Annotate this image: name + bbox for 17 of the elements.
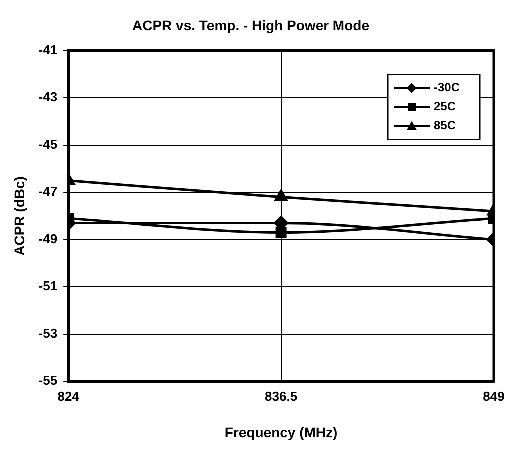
x-tick-label: 824: [58, 388, 80, 404]
y-tick-label: -43: [38, 90, 58, 105]
y-tick-label: -41: [38, 42, 58, 58]
x-tick-label: 849: [483, 388, 505, 404]
y-axis-title: ACPR (dBc): [11, 176, 28, 256]
x-tick-label: 836.5: [265, 388, 298, 404]
legend-label: 25C: [434, 100, 456, 114]
x-axis-title: Frequency (MHz): [224, 424, 338, 440]
y-tick-label: -47: [38, 184, 58, 200]
y-tick-label: -55: [38, 373, 58, 388]
y-tick-label: -45: [38, 136, 58, 152]
y-tick-label: -53: [38, 326, 58, 341]
legend-label: 85C: [434, 118, 456, 133]
legend-label: -30C: [434, 80, 460, 95]
y-tick-label: -51: [38, 278, 58, 294]
chart-title: ACPR vs. Temp. - High Power Mode: [132, 17, 370, 34]
y-tick-label: -49: [38, 231, 58, 246]
